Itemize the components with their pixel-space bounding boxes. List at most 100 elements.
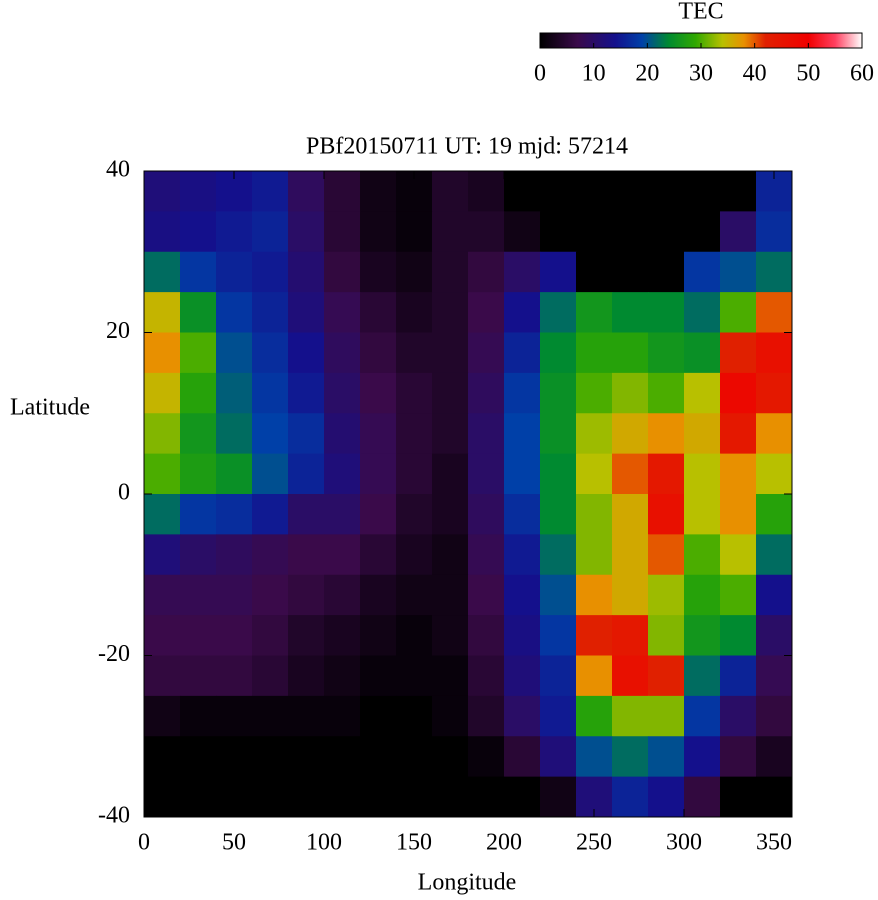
heatmap-cell xyxy=(216,372,253,414)
heatmap-cell xyxy=(468,251,505,293)
heatmap-cell xyxy=(648,372,685,414)
heatmap-cell xyxy=(180,332,217,374)
heatmap-cell xyxy=(180,574,217,616)
heatmap-cell xyxy=(288,332,325,374)
heatmap-cell xyxy=(720,655,757,697)
heatmap-cell xyxy=(144,534,181,576)
heatmap-cell xyxy=(360,211,397,253)
heatmap-cell xyxy=(540,655,577,697)
heatmap-cell xyxy=(144,574,181,616)
heatmap-cell xyxy=(180,413,217,455)
heatmap-cell xyxy=(216,655,253,697)
heatmap-cell xyxy=(504,453,541,495)
heatmap-cell xyxy=(720,171,757,212)
colorbar-tick-label: 40 xyxy=(743,61,767,87)
heatmap-cell xyxy=(324,413,361,455)
heatmap-cell xyxy=(432,372,469,414)
heatmap-cell xyxy=(252,413,289,455)
heatmap-cell xyxy=(216,494,253,535)
heatmap-cell xyxy=(720,736,757,778)
heatmap-cell xyxy=(396,655,433,697)
heatmap-cell xyxy=(252,372,289,414)
heatmap-cell xyxy=(468,574,505,616)
heatmap-cell xyxy=(252,494,289,535)
heatmap-cell xyxy=(432,332,469,374)
heatmap-cell xyxy=(360,615,397,656)
heatmap-cell xyxy=(540,574,577,616)
heatmap-cell xyxy=(684,695,721,737)
heatmap-cell xyxy=(648,534,685,576)
heatmap-cell xyxy=(504,494,541,535)
heatmap-cell xyxy=(720,534,757,576)
heatmap-cell xyxy=(756,251,793,293)
heatmap-cell xyxy=(144,776,181,818)
heatmap-cell xyxy=(684,453,721,495)
heatmap-cell xyxy=(648,211,685,253)
heatmap-cell xyxy=(684,776,721,818)
heatmap-cell xyxy=(540,453,577,495)
heatmap-cell xyxy=(432,695,469,737)
heatmap-cell xyxy=(504,292,541,333)
heatmap-cell xyxy=(504,332,541,374)
heatmap-cell xyxy=(252,695,289,737)
heatmap-cell xyxy=(648,615,685,656)
colorbar-title: TEC xyxy=(678,0,723,25)
heatmap-cell xyxy=(504,615,541,656)
heatmap-cell xyxy=(324,494,361,535)
heatmap-cell xyxy=(504,655,541,697)
heatmap-cell xyxy=(504,251,541,293)
heatmap-cell xyxy=(288,292,325,333)
heatmap-cell xyxy=(180,494,217,535)
y-axis-label: Latitude xyxy=(10,395,90,421)
heatmap-cell xyxy=(324,171,361,212)
heatmap-cell xyxy=(324,695,361,737)
x-tick-label: 250 xyxy=(576,830,612,856)
heatmap-cell xyxy=(144,251,181,293)
heatmap-cell xyxy=(396,615,433,656)
heatmap-cell xyxy=(360,251,397,293)
heatmap-cell xyxy=(684,655,721,697)
heatmap-cell xyxy=(360,655,397,697)
heatmap-cell xyxy=(720,453,757,495)
heatmap-cell xyxy=(288,776,325,818)
heatmap-cell xyxy=(684,292,721,333)
heatmap-cell xyxy=(504,776,541,818)
heatmap-cell xyxy=(468,413,505,455)
heatmap-cell xyxy=(216,413,253,455)
heatmap-cell xyxy=(252,332,289,374)
heatmap-cell xyxy=(432,615,469,656)
heatmap-cell xyxy=(648,413,685,455)
heatmap-cell xyxy=(504,736,541,778)
heatmap-cell xyxy=(648,171,685,212)
heatmap-cell xyxy=(144,494,181,535)
heatmap-cell xyxy=(648,776,685,818)
x-tick-label: 50 xyxy=(222,830,246,856)
heatmap-cell xyxy=(288,736,325,778)
heatmap-cell xyxy=(720,615,757,656)
heatmap-cell xyxy=(324,736,361,778)
heatmap-cell xyxy=(720,574,757,616)
heatmap-cell xyxy=(504,574,541,616)
heatmap-cell xyxy=(648,695,685,737)
heatmap-cell xyxy=(612,655,649,697)
heatmap-cell xyxy=(468,171,505,212)
heatmap-cell xyxy=(468,453,505,495)
heatmap-cell xyxy=(756,413,793,455)
heatmap-cell xyxy=(504,372,541,414)
heatmap-cell xyxy=(756,615,793,656)
heatmap-cell xyxy=(396,453,433,495)
heatmap-cell xyxy=(252,534,289,576)
heatmap-cell xyxy=(468,292,505,333)
heatmap-cell xyxy=(360,695,397,737)
heatmap-cell xyxy=(756,534,793,576)
heatmap-cell xyxy=(144,413,181,455)
heatmap-cell xyxy=(576,574,613,616)
heatmap-cell xyxy=(756,574,793,616)
heatmap-cell xyxy=(720,494,757,535)
heatmap-cell xyxy=(576,615,613,656)
heatmap-cell xyxy=(324,332,361,374)
heatmap-cell xyxy=(288,695,325,737)
heatmap-cell xyxy=(540,615,577,656)
heatmap-cell xyxy=(252,171,289,212)
heatmap-cell xyxy=(684,332,721,374)
